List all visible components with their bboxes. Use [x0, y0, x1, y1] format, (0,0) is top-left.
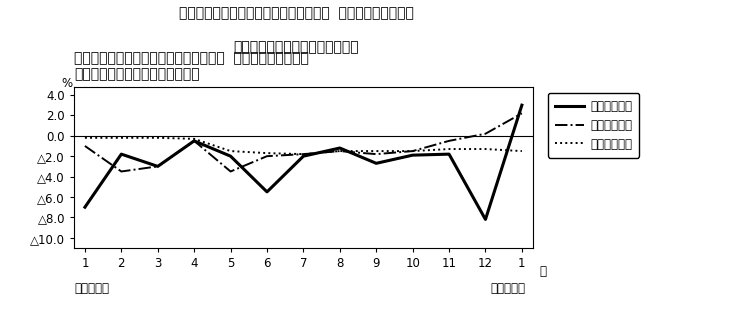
- Text: 月: 月: [539, 265, 547, 278]
- Text: 第４図　賃金、労働時間、常用雇用指数  対前年同月比の推移: 第４図 賃金、労働時間、常用雇用指数 対前年同月比の推移: [178, 6, 414, 20]
- Text: 平成２２年: 平成２２年: [491, 281, 525, 294]
- Text: 第４図　賃金、労働時間、常用雇用指数  対前年同月比の推移
（規模５人以上　　調査産業計）: 第４図 賃金、労働時間、常用雇用指数 対前年同月比の推移 （規模５人以上 調査産…: [74, 51, 309, 82]
- Text: 平成２１年: 平成２１年: [74, 281, 109, 294]
- Text: %: %: [61, 77, 73, 90]
- Legend: 現金給与総額, 総実労働時間, 常用雇用指数: 現金給与総額, 総実労働時間, 常用雇用指数: [548, 93, 639, 158]
- Text: （規模５人以上　　調査産業計）: （規模５人以上 調査産業計）: [233, 40, 359, 54]
